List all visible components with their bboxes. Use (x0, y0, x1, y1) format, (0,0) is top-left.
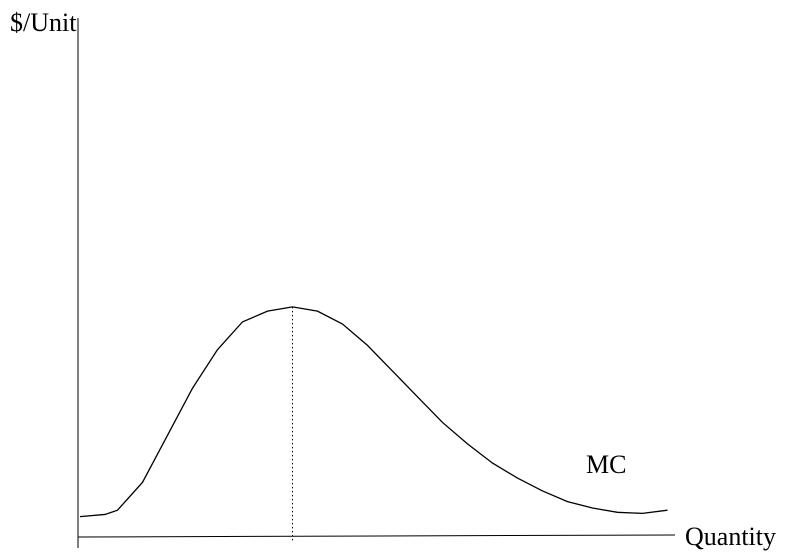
x-axis (77, 534, 676, 538)
mc-series-label: MC (586, 450, 626, 479)
x-axis-label: Quantity (685, 522, 776, 551)
y-axis-label: $/Unit (10, 8, 77, 37)
mc-curve (79, 306, 668, 518)
axes (77, 18, 676, 548)
